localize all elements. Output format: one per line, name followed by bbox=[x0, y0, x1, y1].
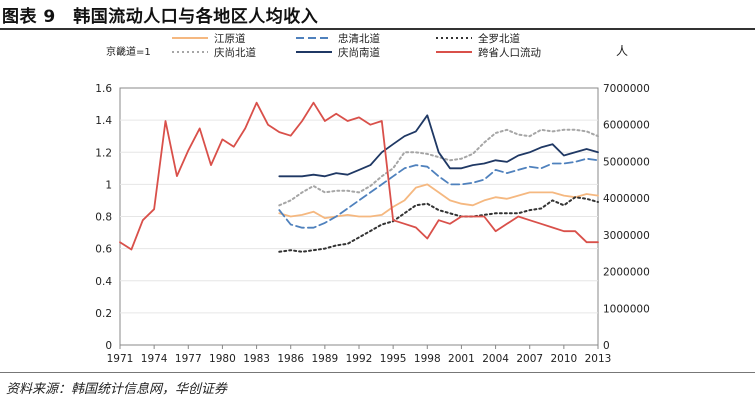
legend-label: 全罗北道 bbox=[478, 32, 520, 45]
y-right-tick-label: 0 bbox=[603, 340, 610, 352]
title-rule bbox=[0, 28, 755, 30]
y-axis-left-label: 京畿道=1 bbox=[106, 45, 151, 58]
y-left-tick-label: 1 bbox=[105, 179, 112, 191]
x-tick-label: 2004 bbox=[482, 353, 509, 365]
y-left-tick-label: 1.6 bbox=[95, 83, 112, 95]
x-tick-label: 1986 bbox=[277, 353, 304, 365]
legend-label: 忠清北道 bbox=[338, 32, 380, 45]
x-tick-label: 1992 bbox=[346, 353, 373, 365]
x-tick-label: 1989 bbox=[311, 353, 338, 365]
y-right-tick-label: 7000000 bbox=[603, 83, 650, 95]
y-left-tick-label: 1.2 bbox=[95, 147, 112, 159]
series-line-3 bbox=[278, 128, 599, 207]
y-axis-right-label: 人 bbox=[616, 44, 628, 58]
x-tick-label: 2001 bbox=[448, 353, 475, 365]
y-left-tick-label: 0.6 bbox=[95, 244, 112, 256]
x-tick-label: 2010 bbox=[550, 353, 577, 365]
y-right-tick-label: 4000000 bbox=[603, 193, 650, 205]
x-tick-label: 1980 bbox=[209, 353, 236, 365]
x-tick-label: 1977 bbox=[175, 353, 202, 365]
y-left-tick-label: 0 bbox=[105, 340, 112, 352]
x-tick-label: 1971 bbox=[107, 353, 134, 365]
legend-label: 跨省人口流动 bbox=[478, 46, 541, 59]
series-line-4 bbox=[278, 114, 599, 178]
x-tick-label: 1974 bbox=[141, 353, 168, 365]
y-right-tick-label: 2000000 bbox=[603, 267, 650, 279]
y-left-tick-label: 0.2 bbox=[95, 308, 112, 320]
legend-label: 庆尚北道 bbox=[214, 46, 256, 59]
y-right-tick-label: 1000000 bbox=[603, 303, 650, 315]
x-tick-label: 2013 bbox=[585, 353, 612, 365]
y-right-tick-label: 3000000 bbox=[603, 230, 650, 242]
footer-rule bbox=[0, 372, 755, 373]
series-line-0 bbox=[278, 183, 599, 220]
figure-title: 图表 9 韩国流动人口与各地区人均收入 bbox=[2, 7, 319, 27]
x-tick-label: 1995 bbox=[380, 353, 407, 365]
source-note: 资料来源：韩国统计信息网，华创证券 bbox=[6, 382, 228, 397]
series-line-1 bbox=[278, 157, 599, 229]
line-chart: 0 0.2 0.4 0.6 0.8 1 1.2 1.4 1.6 0 1000000 2000000 3… bbox=[95, 32, 650, 365]
y-left-tick-label: 0.4 bbox=[95, 276, 112, 288]
series-line-2 bbox=[278, 196, 599, 253]
y-left-tick-label: 0.8 bbox=[95, 212, 112, 224]
chart-area: 0 0.2 0.4 0.6 0.8 1 1.2 1.4 1.6 0 1000000 2000000 3… bbox=[0, 30, 755, 370]
y-right-tick-label: 5000000 bbox=[603, 156, 650, 168]
y-right-tick-label: 6000000 bbox=[603, 120, 650, 132]
x-tick-label: 1983 bbox=[243, 353, 270, 365]
legend-label: 庆尚南道 bbox=[338, 46, 380, 59]
legend-label: 江原道 bbox=[214, 32, 246, 45]
x-tick-label: 2007 bbox=[516, 353, 543, 365]
x-tick-label: 1998 bbox=[414, 353, 441, 365]
y-left-tick-label: 1.4 bbox=[95, 115, 112, 127]
series-line-5 bbox=[119, 101, 599, 251]
